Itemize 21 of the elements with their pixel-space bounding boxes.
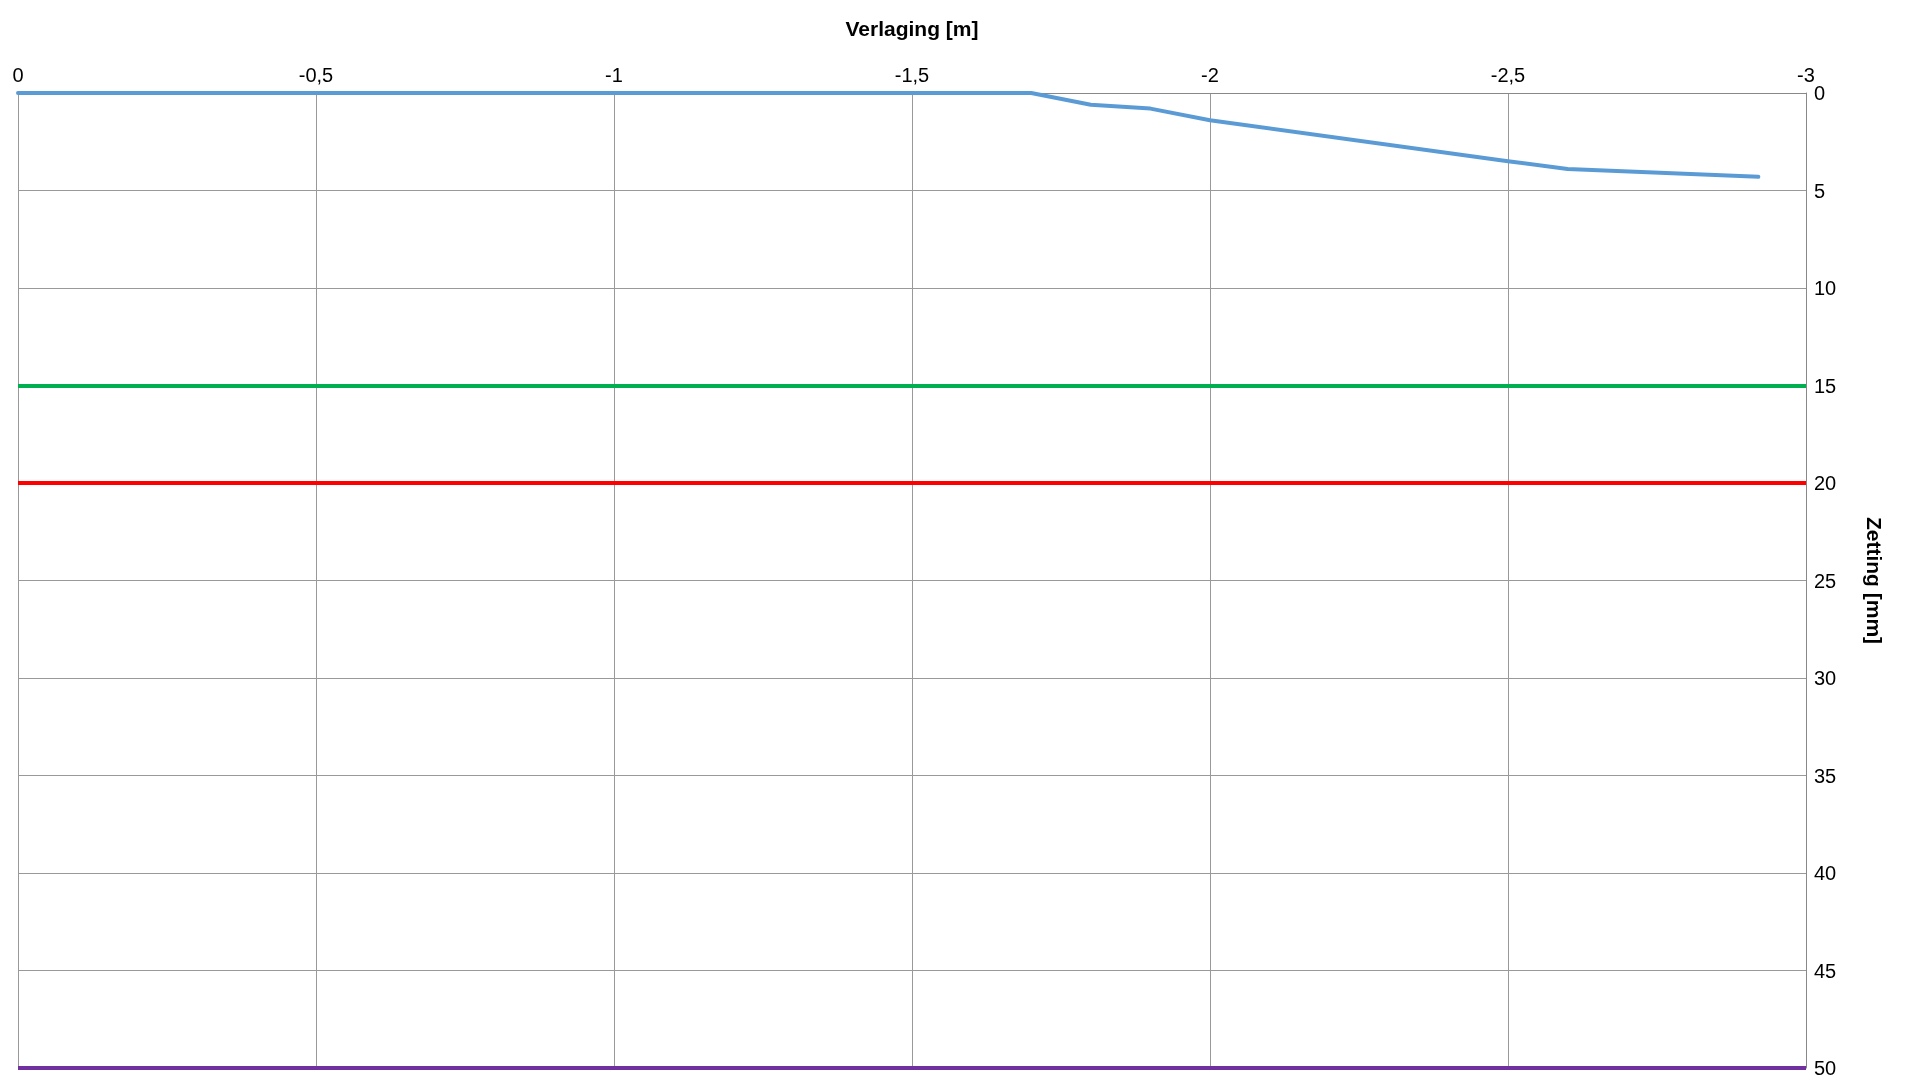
x-tick-label: -1 xyxy=(605,64,623,86)
y-axis-title: Zetting [mm] xyxy=(1863,516,1886,645)
x-tick-label: -2 xyxy=(1201,64,1219,86)
x-tick-label: -0,5 xyxy=(298,64,334,86)
y-tick-label: 0 xyxy=(1814,82,1826,104)
y-tick-label: 15 xyxy=(1814,374,1837,397)
x-tick-label: -3 xyxy=(1797,64,1815,86)
y-tick-label: 20 xyxy=(1814,472,1837,494)
y-tick-label: 45 xyxy=(1814,959,1837,982)
y-tick-label: 5 xyxy=(1814,179,1826,202)
x-tick-label: -2,5 xyxy=(1490,64,1526,86)
y-tick-label: 50 xyxy=(1814,1057,1837,1079)
x-axis-title: Verlaging [m] xyxy=(845,17,979,40)
y-tick-label: 25 xyxy=(1814,569,1837,592)
line-series xyxy=(16,91,1761,179)
x-tick-label: -1,5 xyxy=(894,64,930,86)
y-tick-label: 30 xyxy=(1814,667,1837,689)
y-tick-label: 35 xyxy=(1814,764,1837,787)
y-tick-label: 10 xyxy=(1814,277,1837,299)
x-tick-label: 0 xyxy=(12,64,24,86)
y-tick-label: 40 xyxy=(1814,862,1837,884)
